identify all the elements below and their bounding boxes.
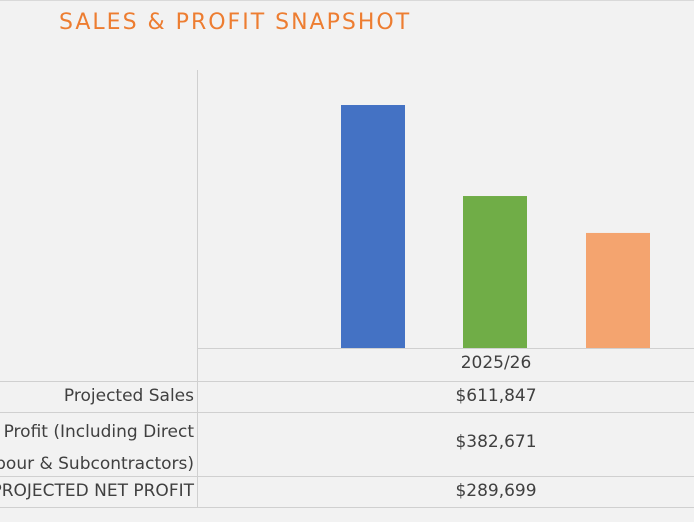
series-label-line: Gross Profit (Including Direct [0,422,194,442]
series-label-projected-sales: Projected Sales [64,386,194,406]
top-divider [0,0,694,1]
series-value-net-profit: $289,699 [455,481,537,501]
table-row-divider [0,412,694,413]
category-axis-line [198,348,694,349]
series-label-line: Projected Sales [63,386,194,406]
table-row-divider [0,476,694,477]
category-label: 2025/26 [460,353,532,373]
series-label-line: PROJECTED NET PROFIT [0,481,194,501]
table-row-divider [0,381,694,382]
table-row-divider [0,507,694,508]
bar-projected-net-profit [586,232,650,348]
bar-projected-sales [341,105,405,348]
bar-gross-profit-including-direct-labour-subcontractors [463,196,527,348]
chart-title: SALES & PROFIT SNAPSHOT [59,10,412,35]
series-value-gross-profit: $382,671 [455,432,537,452]
table-vertical-divider [197,70,198,508]
series-label-gross-profit: Gross Profit (Including Direct Labour & … [0,416,194,480]
series-value-projected-sales: $611,847 [455,386,537,406]
series-label-line: Labour & Subcontractors) [0,454,194,474]
series-label-net-profit: PROJECTED NET PROFIT [0,481,194,501]
